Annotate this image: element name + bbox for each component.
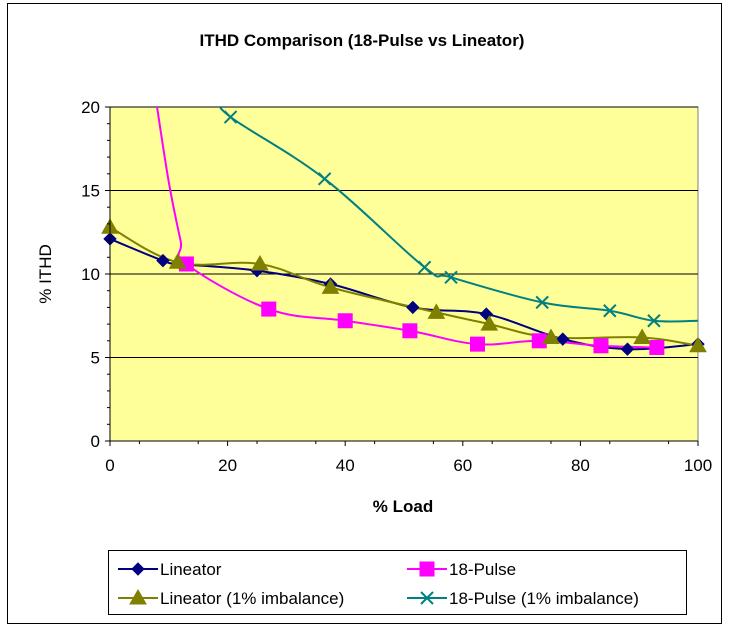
- data-point: [649, 339, 665, 355]
- legend-marker: [419, 561, 435, 577]
- legend: Lineator 18-Pulse Lineator (1% imbalance) 1…: [108, 550, 687, 615]
- data-point: [535, 295, 549, 310]
- legend-label: 18-Pulse: [449, 560, 516, 579]
- data-point: [620, 342, 635, 356]
- data-point: [156, 253, 170, 268]
- x-tick-label: 0: [105, 456, 114, 475]
- legend-item: Lineator (1% imbalance): [118, 588, 344, 608]
- data-point: [321, 278, 340, 294]
- x-tick-label: 20: [218, 456, 237, 475]
- data-point: [689, 336, 707, 353]
- y-tick-label: 10: [81, 265, 100, 284]
- x-tick-label: 60: [453, 456, 472, 475]
- legend-marker: [129, 588, 147, 605]
- legend-item: 18-Pulse (1% imbalance): [407, 589, 639, 608]
- markers-layer: [101, 110, 707, 356]
- data-point: [480, 315, 499, 331]
- legend-label: 18-Pulse (1% imbalance): [449, 589, 639, 608]
- data-point: [603, 304, 617, 318]
- y-tick-label: 15: [81, 182, 100, 201]
- x-tick-label: 40: [336, 456, 355, 475]
- legend-item: Lineator: [118, 560, 222, 579]
- chart-title: ITHD Comparison (18-Pulse vs Lineator): [200, 31, 525, 50]
- data-point: [317, 172, 332, 186]
- x-tick-label: 100: [684, 456, 712, 475]
- y-tick-label: 0: [91, 432, 100, 451]
- y-tick-label: 5: [91, 349, 100, 368]
- data-point: [261, 301, 277, 317]
- data-point: [251, 254, 269, 271]
- axes: [105, 106, 699, 446]
- y-tick-label: 20: [81, 98, 100, 117]
- data-point: [223, 110, 238, 124]
- legend-label: Lineator: [160, 560, 222, 579]
- data-point: [470, 336, 485, 352]
- data-point: [168, 253, 187, 269]
- tick-labels: 0 5 10 15 20 0 20 40 60 80 100: [81, 98, 712, 475]
- y-axis-title: % ITHD: [36, 244, 55, 304]
- data-point: [647, 314, 661, 328]
- legend-marker: [420, 591, 434, 605]
- data-point: [427, 303, 446, 319]
- data-point: [444, 270, 458, 285]
- data-point: [337, 313, 353, 329]
- data-point: [406, 300, 420, 315]
- series-line: [218, 107, 698, 323]
- data-point: [417, 260, 432, 275]
- data-point: [402, 323, 418, 339]
- legend-marker: [131, 562, 145, 576]
- legend-box: [108, 550, 687, 615]
- series-line: [110, 226, 698, 347]
- data-point: [633, 328, 652, 344]
- data-point: [593, 338, 609, 354]
- legend-label: Lineator (1% imbalance): [160, 589, 344, 608]
- x-axis-title: % Load: [373, 497, 433, 516]
- data-point: [556, 332, 570, 346]
- legend-item: 18-Pulse: [407, 560, 516, 579]
- gridlines: [110, 106, 698, 358]
- data-point: [542, 328, 560, 344]
- x-tick-label: 80: [571, 456, 590, 475]
